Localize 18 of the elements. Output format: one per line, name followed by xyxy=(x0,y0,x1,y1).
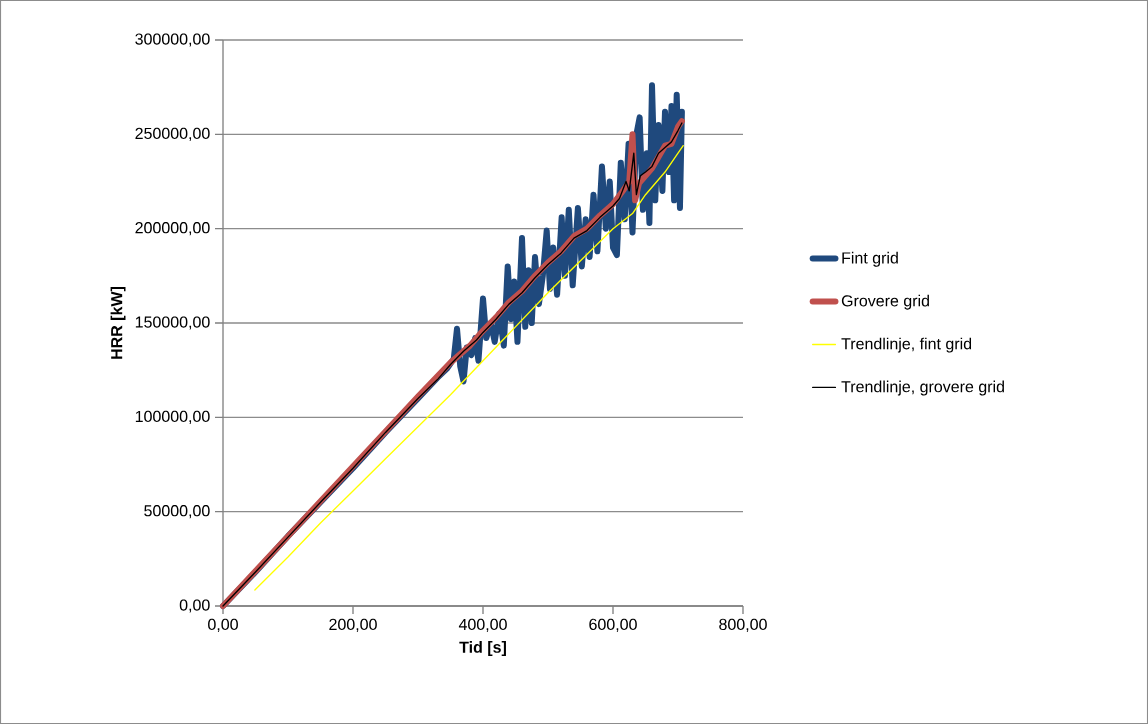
y-tick-label: 150000,00 xyxy=(135,316,210,330)
y-tick-label: 300000,00 xyxy=(135,33,210,47)
legend-label: Fint grid xyxy=(842,251,898,267)
y-tick-label: 0,00 xyxy=(179,599,210,613)
legend-label: Trendlinje, grovere grid xyxy=(841,380,1004,396)
x-tick-label: 0,00 xyxy=(208,618,238,632)
x-tick-label: 200,00 xyxy=(329,618,377,632)
legend-label: Trendlinje, fint grid xyxy=(841,337,972,353)
x-tick-label: 800,00 xyxy=(719,618,767,632)
y-tick-label: 50000,00 xyxy=(144,505,210,519)
x-tick-label: 400,00 xyxy=(458,618,507,632)
x-tick-label: 600,00 xyxy=(589,618,637,632)
x-axis-title: Tid [s] xyxy=(459,641,506,656)
y-tick-label: 100000,00 xyxy=(135,410,210,424)
y-tick-label: 250000,00 xyxy=(135,127,210,141)
legend-label: Grovere grid xyxy=(841,294,929,310)
y-axis-title: HRR [kW] xyxy=(110,287,126,359)
y-tick-label: 200000,00 xyxy=(135,222,210,236)
